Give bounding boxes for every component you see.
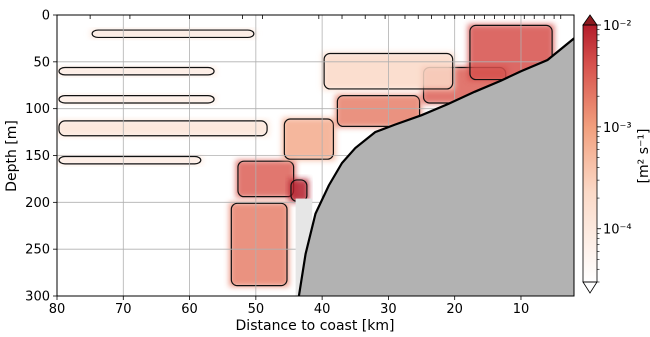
contour-line-4	[336, 95, 421, 128]
contour-line-9	[58, 95, 215, 104]
colorbar-frame	[582, 24, 598, 283]
colorbar-tick-label-2: 10⁻⁴	[603, 223, 632, 238]
contour-line-10	[58, 120, 268, 137]
diffusivity-patch-12	[90, 29, 256, 39]
y-tick-label-6: 300	[25, 290, 50, 305]
y-axis-ticks: 0 50 100 150 200 250 300	[25, 9, 57, 305]
colorbar-gradient	[583, 25, 597, 282]
x-tick-label-7: 10	[513, 302, 530, 317]
diffusivity-patch-10	[57, 119, 270, 137]
x-tick-label-2: 60	[181, 302, 198, 317]
contour-line-2	[230, 202, 288, 287]
diffusivity-patch-2	[229, 202, 289, 287]
colorbar-extend-bottom	[582, 281, 598, 294]
y-tick-label-5: 250	[25, 243, 50, 258]
station-ticks	[89, 15, 562, 19]
seafloor-line	[297, 37, 574, 296]
x-axis-label: Distance to coast [km]	[236, 318, 395, 333]
diffusivity-patch-3	[282, 118, 336, 161]
colorbar-tick-label-1: 10⁻³	[603, 121, 632, 136]
diffusivity-patch-9	[57, 94, 217, 104]
colorbar: 10⁻² 10⁻³ 10⁻⁴ [m² s⁻¹]	[582, 14, 650, 294]
y-tick-label-2: 100	[25, 102, 50, 117]
diffusivity-patch-11	[57, 155, 203, 165]
colorbar-ticks: 10⁻² 10⁻³ 10⁻⁴	[597, 19, 632, 283]
diffusivity-patch-0	[235, 160, 296, 198]
colorbar-extend-top	[582, 14, 598, 26]
y-tick-label-4: 200	[25, 196, 50, 211]
x-tick-label-1: 70	[115, 302, 132, 317]
x-tick-label-3: 50	[248, 302, 265, 317]
contour-line-3	[283, 118, 334, 160]
contour-line-11	[58, 155, 202, 165]
y-axis-label: Depth [m]	[4, 120, 20, 192]
y-tick-label-3: 150	[25, 149, 50, 164]
bathymetry	[295, 37, 574, 296]
colorbar-label: [m² s⁻¹]	[636, 129, 650, 184]
diffusivity-patch-1	[288, 178, 309, 203]
x-tick-label-0: 80	[49, 302, 66, 317]
seafloor	[298, 38, 574, 296]
x-tick-label-6: 20	[446, 302, 463, 317]
diffusivity-patch-8	[57, 66, 217, 76]
x-tick-label-5: 30	[380, 302, 397, 317]
y-tick-label-1: 50	[33, 55, 50, 70]
y-tick-label-0: 0	[42, 9, 50, 24]
x-tick-label-4: 40	[314, 302, 331, 317]
x-axis-ticks: 80 70 60 50 40 30 20 10	[49, 296, 530, 317]
colorbar-tick-label-0: 10⁻²	[603, 19, 632, 34]
contour-line-8	[58, 66, 215, 76]
contour-line-12	[91, 29, 255, 39]
